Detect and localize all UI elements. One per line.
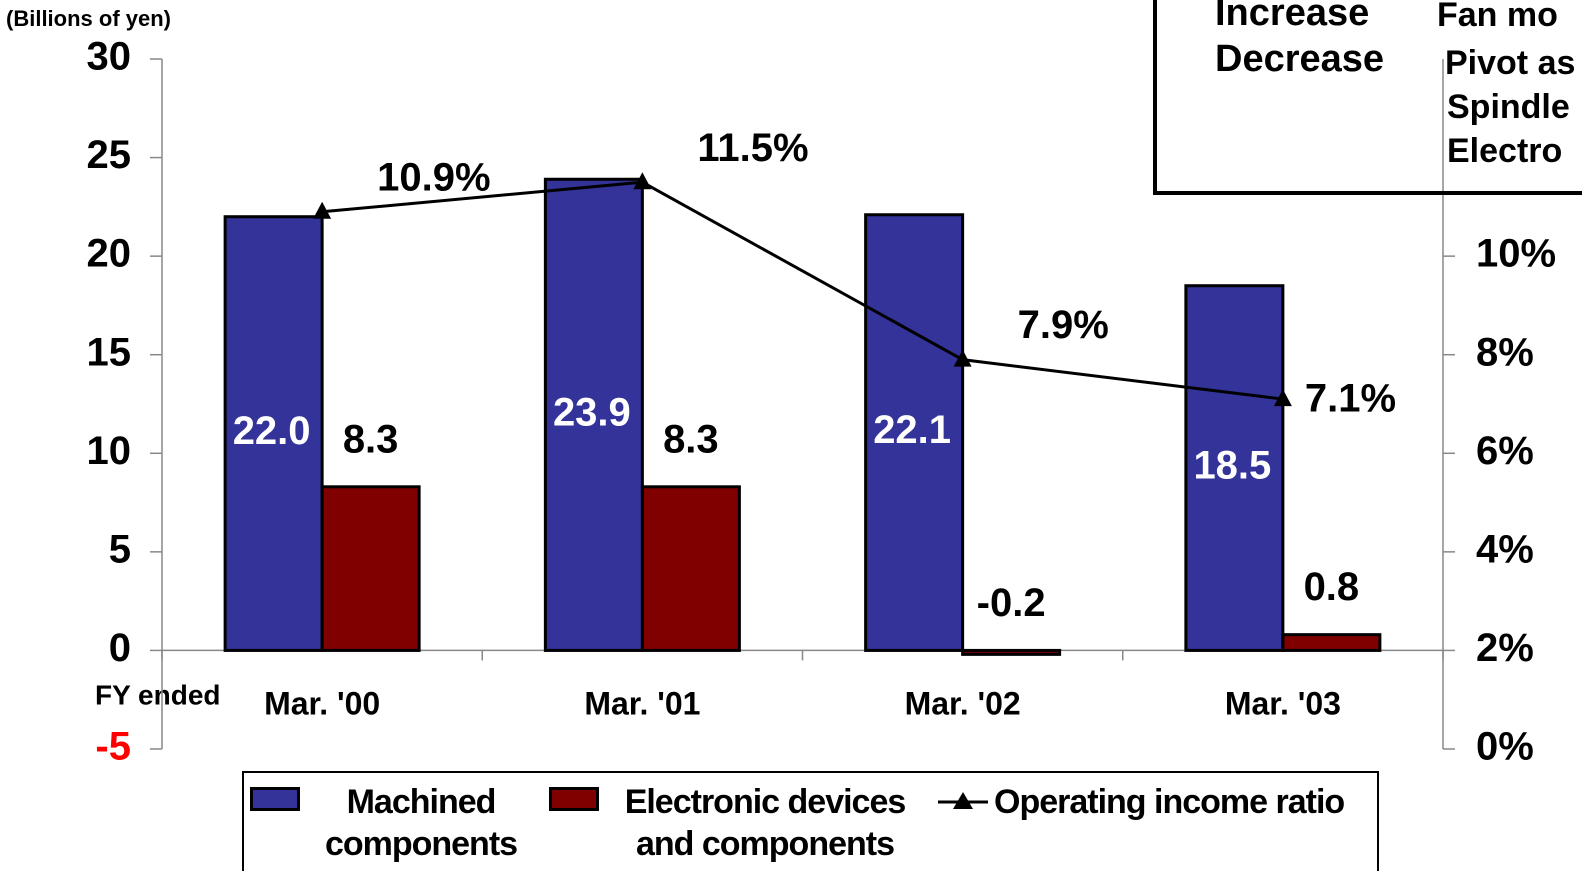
y-tick-label: 5 [109, 527, 131, 571]
y-tick-label: 30 [87, 35, 132, 79]
y-tick-label: -5 [95, 725, 131, 769]
bar-label: 22.1 [873, 408, 951, 452]
x-tick-label: Mar. '03 [1225, 685, 1341, 721]
line [321, 180, 1284, 401]
bar [640, 485, 741, 652]
bar [961, 648, 1062, 656]
legend-swatch [250, 787, 300, 811]
y2-tick-label: 4% [1476, 527, 1534, 571]
legend-label: Operating income ratio [994, 783, 1345, 821]
y-tick-label: 15 [87, 330, 132, 374]
annotation-text: Decrease [1215, 38, 1385, 80]
line-label: 11.5% [697, 126, 808, 170]
bar [864, 213, 965, 652]
bar-label: 18.5 [1193, 444, 1271, 488]
line-label: 7.9% [1018, 303, 1109, 347]
y2-tick-label: 2% [1476, 626, 1534, 670]
y-axis-label: (Billions of yen) [6, 6, 171, 31]
legend: Machined components Electronic devices a… [242, 771, 1379, 871]
legend-line [938, 792, 988, 809]
annotation-text: Spindle [1447, 88, 1570, 126]
bar-label: 22.0 [233, 409, 311, 453]
annotation-text: Pivot as [1445, 44, 1576, 82]
y2-tick-label: 0% [1476, 725, 1534, 769]
x-tick-label: Mar. '00 [264, 685, 380, 721]
y2-tick-label: 8% [1476, 330, 1534, 374]
line-label: 7.1% [1305, 377, 1396, 421]
bar [1184, 284, 1285, 652]
bar-label: 0.8 [1304, 565, 1360, 609]
bar-label: 8.3 [663, 417, 719, 461]
annotation-box: Increase Fan mo Decrease Pivot as Electr… [1153, 0, 1582, 195]
line-marker [953, 349, 972, 367]
legend-label: Machined components [324, 783, 518, 863]
annotation-text: Electro [1447, 132, 1563, 170]
y-tick-label: 10 [87, 429, 132, 473]
y-tick-label: 20 [87, 232, 132, 276]
line-marker [633, 172, 652, 190]
legend-item: Operating income ratio [936, 781, 1345, 823]
bar [543, 177, 644, 652]
y2-tick-label: 6% [1476, 429, 1534, 473]
bar-label: 8.3 [343, 417, 399, 461]
bar-label: 23.9 [553, 390, 631, 434]
legend-item: Machined components [250, 781, 536, 865]
y2-tick-label: 10% [1476, 232, 1556, 276]
line-marker [1273, 389, 1292, 407]
bar [223, 215, 324, 652]
legend-swatch [549, 787, 599, 811]
annotation-text: Fan mo [1437, 0, 1558, 34]
line-label: 10.9% [377, 155, 490, 199]
line-marker [313, 201, 332, 219]
annotation-text: Increase [1215, 0, 1370, 34]
y-tick-label: 25 [87, 133, 132, 177]
x-tick-label: Mar. '02 [905, 685, 1021, 721]
x-tick-label: Mar. '01 [584, 685, 700, 721]
bar-label: -0.2 [977, 581, 1046, 625]
y-tick-label: 0 [109, 626, 131, 670]
bar [320, 485, 421, 652]
legend-item: Electronic devices and components [549, 781, 925, 865]
legend-label: Electronic devices and components [624, 783, 907, 863]
bar [1281, 633, 1382, 652]
x-axis-label: FY ended [95, 679, 221, 710]
